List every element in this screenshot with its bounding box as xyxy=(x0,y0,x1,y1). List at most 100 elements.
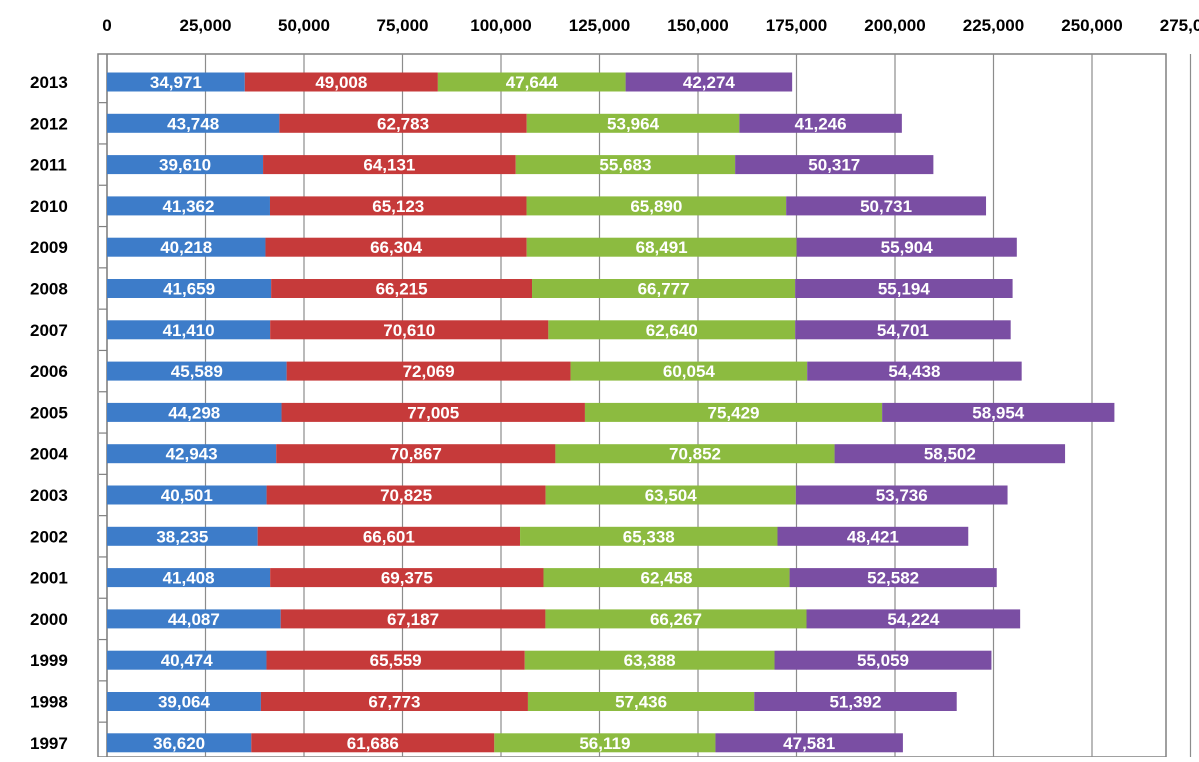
x-tick-label: 250,000 xyxy=(1061,16,1122,35)
data-label: 66,267 xyxy=(650,610,702,629)
data-label: 65,123 xyxy=(372,197,424,216)
bar-segment xyxy=(789,568,997,588)
bar-segment xyxy=(520,526,778,546)
bar-segment xyxy=(739,113,902,133)
bar-segment xyxy=(543,568,790,588)
data-label: 39,064 xyxy=(158,693,211,712)
category-label: 1998 xyxy=(30,693,68,712)
data-label: 47,581 xyxy=(783,734,835,753)
data-label: 69,375 xyxy=(381,569,433,588)
bar-segment xyxy=(754,692,957,711)
bar-segment xyxy=(281,402,585,422)
data-label: 42,943 xyxy=(166,445,218,464)
data-label: 41,246 xyxy=(795,114,847,133)
data-label: 63,504 xyxy=(645,486,698,505)
bar-segment xyxy=(807,361,1022,381)
bar-segment xyxy=(515,155,736,175)
data-label: 41,362 xyxy=(162,197,214,216)
data-label: 70,610 xyxy=(383,321,435,340)
bar-segment xyxy=(107,237,266,257)
category-label: 2002 xyxy=(30,527,68,546)
bar-segment xyxy=(107,485,267,505)
bar-segment xyxy=(795,485,1008,505)
bar-segment xyxy=(524,650,775,670)
x-axis-ticks: 0 25,000 50,000 75,000 100,000 125,000 150,000… xyxy=(102,16,1199,35)
bar-segment xyxy=(526,113,740,133)
bar-segment xyxy=(584,402,883,422)
bar-segment xyxy=(548,320,796,340)
bars: 34,971 49,008 47,644 42,274 43,748 62,783 53,9… xyxy=(107,72,1115,753)
bar-segment xyxy=(715,733,903,753)
bar-segment xyxy=(251,733,495,753)
data-label: 65,559 xyxy=(370,651,422,670)
data-label: 51,392 xyxy=(829,693,881,712)
bar-segment xyxy=(269,196,527,216)
bar-segment xyxy=(270,320,549,340)
data-label: 43,748 xyxy=(167,114,219,133)
bar-segment xyxy=(265,237,527,257)
bar-segment xyxy=(280,609,546,629)
bar-segment xyxy=(532,279,796,298)
data-label: 42,274 xyxy=(683,73,736,92)
bar-segment xyxy=(526,196,787,216)
bar-segment xyxy=(882,402,1115,422)
bar-segment xyxy=(244,72,438,92)
data-label: 40,474 xyxy=(161,651,214,670)
bar-segment xyxy=(107,650,267,670)
data-label: 63,388 xyxy=(624,651,676,670)
data-label: 67,187 xyxy=(387,610,439,629)
category-label: 2010 xyxy=(30,197,68,216)
bar-segment xyxy=(545,609,807,629)
x-tick-label: 50,000 xyxy=(278,16,330,35)
category-label: 2007 xyxy=(30,321,68,340)
data-label: 40,218 xyxy=(160,238,212,257)
x-tick-label: 225,000 xyxy=(963,16,1024,35)
bar-segment xyxy=(570,361,808,381)
x-tick-label: 175,000 xyxy=(766,16,827,35)
bar-segment xyxy=(107,361,287,381)
bar-segment xyxy=(545,485,796,505)
data-label: 70,852 xyxy=(669,445,721,464)
data-label: 67,773 xyxy=(368,693,420,712)
bar-segment xyxy=(266,650,525,670)
bar-segment xyxy=(266,485,546,505)
bar-segment xyxy=(107,733,252,753)
bar-segment xyxy=(260,692,528,711)
bar-segment xyxy=(107,444,277,464)
data-label: 38,235 xyxy=(156,527,208,546)
data-label: 70,825 xyxy=(380,486,432,505)
bar-segment xyxy=(270,568,544,588)
category-label: 2011 xyxy=(30,156,67,175)
bar-segment xyxy=(107,113,280,133)
data-label: 60,054 xyxy=(663,362,716,381)
bar-segment xyxy=(796,237,1017,257)
category-label: 2012 xyxy=(30,114,68,133)
bar-segment xyxy=(107,155,264,175)
bar-segment xyxy=(276,444,556,464)
category-label: 1997 xyxy=(30,734,68,753)
data-label: 44,087 xyxy=(168,610,220,629)
data-label: 36,620 xyxy=(153,734,205,753)
x-tick-label: 150,000 xyxy=(667,16,728,35)
data-label: 77,005 xyxy=(407,403,459,422)
bar-segment xyxy=(279,113,527,133)
data-label: 70,867 xyxy=(390,445,442,464)
x-tick-label: 0 xyxy=(102,16,111,35)
data-label: 41,659 xyxy=(163,280,215,299)
bar-segment xyxy=(107,692,261,711)
data-label: 49,008 xyxy=(315,73,367,92)
bar-segment xyxy=(625,72,793,92)
bar-segment xyxy=(107,526,258,546)
bar-segment xyxy=(271,279,533,298)
data-label: 57,436 xyxy=(615,693,667,712)
data-label: 50,317 xyxy=(808,156,860,175)
bar-segment xyxy=(527,692,755,711)
data-label: 72,069 xyxy=(403,362,455,381)
x-tick-label: 100,000 xyxy=(470,16,531,35)
data-label: 68,491 xyxy=(636,238,688,257)
bar-segment xyxy=(437,72,626,92)
data-label: 65,890 xyxy=(630,197,682,216)
category-label: 2001 xyxy=(30,569,68,588)
data-label: 66,215 xyxy=(376,280,428,299)
bar-segment xyxy=(107,72,245,92)
